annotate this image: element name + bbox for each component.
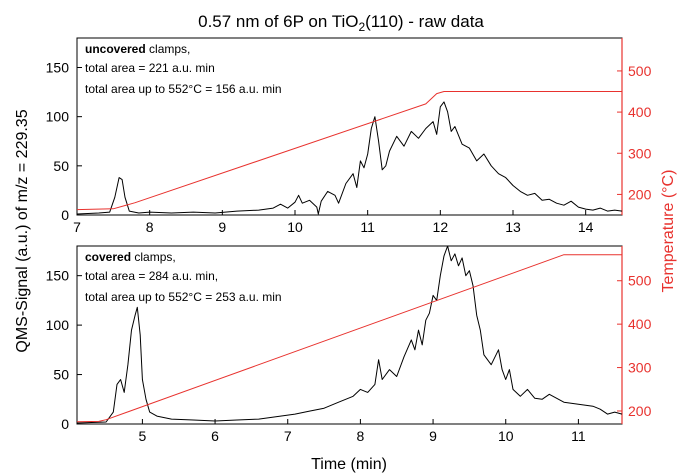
y-tick-label: 50: [53, 367, 69, 383]
y2-tick-label: 500: [628, 63, 652, 79]
y-tick-label: 0: [61, 416, 69, 432]
y2-tick-label: 400: [628, 316, 652, 332]
y2-tick-label: 200: [628, 186, 652, 202]
temperature-line: [76, 254, 622, 423]
annotation-total-area: total area = 284 a.u. min,: [85, 269, 218, 283]
x-tick-label: 5: [139, 428, 147, 444]
x-tick-label: 14: [578, 219, 594, 235]
y-tick-label: 100: [46, 317, 70, 333]
x-tick-label: 7: [73, 219, 81, 235]
y2-tick-label: 200: [628, 403, 652, 419]
y-axis-label: QMS-Signal (a.u.) of m/z = 229.35: [14, 109, 31, 352]
x-tick-label: 9: [429, 428, 437, 444]
y2-tick-label: 400: [628, 104, 652, 120]
x-tick-label: 13: [505, 219, 521, 235]
annotation-total-area: total area = 221 a.u. min: [85, 61, 215, 75]
signal-line: [76, 245, 623, 424]
x-axis-label: Time (min): [311, 456, 387, 473]
y2-tick-label: 300: [628, 145, 652, 161]
x-tick-label: 11: [571, 428, 586, 444]
y2-tick-label: 300: [628, 360, 652, 376]
annotation-title: covered clamps,: [85, 250, 176, 264]
x-tick-label: 9: [218, 219, 226, 235]
y-tick-label: 150: [46, 60, 70, 76]
x-tick-label: 11: [360, 219, 375, 235]
signal-line: [76, 101, 623, 215]
x-tick-label: 10: [287, 219, 303, 235]
x-tick-label: 7: [284, 428, 292, 444]
x-tick-label: 12: [433, 219, 449, 235]
annotation-area-552: total area up to 552°C = 253 a.u. min: [85, 290, 282, 304]
y-tick-label: 0: [61, 207, 69, 223]
x-tick-label: 8: [357, 428, 365, 444]
bottom-panel: 5 6 7 8 9 10 11 0 50 100 150 200 300 400 500 covered cl…: [46, 245, 652, 444]
x-tick-label: 10: [498, 428, 514, 444]
x-tick-label: 6: [211, 428, 219, 444]
y-tick-label: 150: [46, 268, 70, 284]
y2-axis-label: Temperature (°C): [660, 170, 677, 293]
annotation-area-552: total area up to 552°C = 156 a.u. min: [85, 82, 282, 96]
y-tick-label: 50: [53, 158, 69, 174]
y-tick-label: 100: [46, 109, 70, 125]
y2-tick-label: 500: [628, 273, 652, 289]
x-tick-label: 8: [146, 219, 154, 235]
temperature-line: [76, 91, 622, 211]
top-panel: 7 8 9 10 11 12 13 14 0 50 100 150 200 300 400 500 uncove…: [46, 37, 652, 235]
annotation-title: uncovered clamps,: [85, 42, 190, 56]
chart-title: 0.57 nm of 6P on TiO2(110) - raw data: [198, 12, 484, 34]
